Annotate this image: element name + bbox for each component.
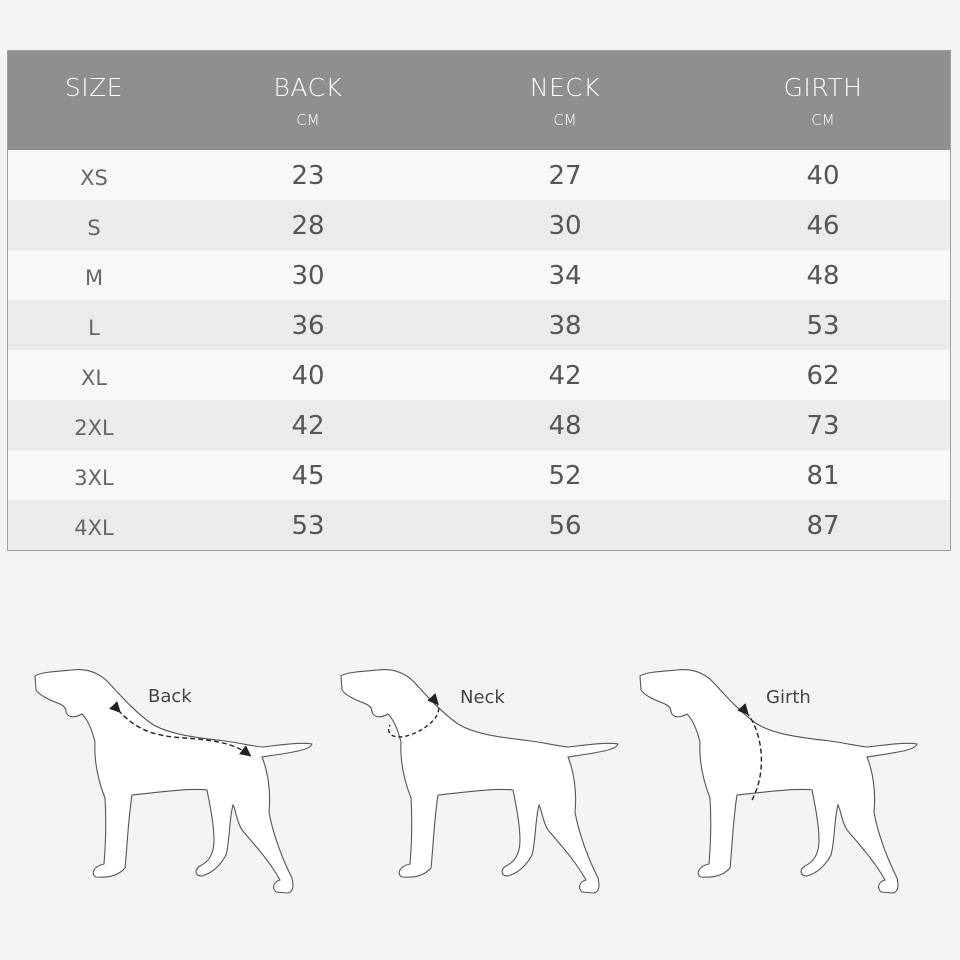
back-measure-arrow <box>109 701 252 757</box>
cell-neck: 27 <box>548 161 582 191</box>
header-size: SIZE <box>0 51 194 102</box>
cell-back: 30 <box>291 261 325 291</box>
cell-size: 4XL <box>74 516 114 540</box>
cell-back: 40 <box>291 361 325 391</box>
cell-neck: 48 <box>548 411 582 441</box>
header-title: BACK <box>273 73 343 102</box>
neck-label: Neck <box>460 687 505 708</box>
cell-back: 45 <box>291 461 325 491</box>
header-neck: NECK CM <box>465 51 665 129</box>
cell-back: 53 <box>291 511 325 541</box>
header-unit: CM <box>811 111 835 129</box>
cell-back: 42 <box>291 411 325 441</box>
cell-neck: 38 <box>548 311 582 341</box>
header-back: BACK CM <box>208 51 408 129</box>
size-chart-table: SIZE BACK CM NECK CM GIRTH CM XS 23 27 40 S 28 30… <box>7 50 951 551</box>
cell-back: 23 <box>291 161 325 191</box>
cell-girth: 62 <box>806 361 840 391</box>
dog-back-diagram <box>34 669 313 894</box>
cell-girth: 87 <box>806 511 840 541</box>
cell-girth: 46 <box>806 211 840 241</box>
back-label: Back <box>148 686 192 707</box>
table-row: 2XL 42 48 73 <box>8 400 950 450</box>
cell-size: M <box>84 266 104 290</box>
cell-neck: 30 <box>548 211 582 241</box>
header-unit: CM <box>296 111 320 129</box>
cell-neck: 52 <box>548 461 582 491</box>
cell-neck: 42 <box>548 361 582 391</box>
table-row: 4XL 53 56 87 <box>8 500 950 550</box>
table-header: SIZE BACK CM NECK CM GIRTH CM <box>8 51 950 150</box>
cell-girth: 53 <box>806 311 840 341</box>
table-row: XL 40 42 62 <box>8 350 950 400</box>
header-title: NECK <box>529 73 601 102</box>
header-title: GIRTH <box>783 73 863 102</box>
cell-size: S <box>87 216 101 240</box>
cell-girth: 40 <box>806 161 840 191</box>
header-unit: CM <box>553 111 577 129</box>
header-title: SIZE <box>64 73 124 102</box>
cell-back: 28 <box>291 211 325 241</box>
cell-back: 36 <box>291 311 325 341</box>
girth-measure-arrow <box>737 703 763 801</box>
table-row: S 28 30 46 <box>8 200 950 250</box>
header-girth: GIRTH CM <box>723 51 923 129</box>
cell-neck: 56 <box>548 511 582 541</box>
table-row: M 30 34 48 <box>8 250 950 300</box>
cell-size: 2XL <box>74 416 114 440</box>
table-row: 3XL 45 52 81 <box>8 450 950 500</box>
cell-neck: 34 <box>548 261 582 291</box>
table-body: XS 23 27 40 S 28 30 46 M 30 34 48 L 36 38 53 XL 40 42 62 2XL… <box>8 150 950 550</box>
table-row: XS 23 27 40 <box>8 150 950 200</box>
table-row: L 36 38 53 <box>8 300 950 350</box>
girth-label: Girth <box>766 687 811 708</box>
cell-girth: 48 <box>806 261 840 291</box>
cell-size: XS <box>80 166 108 190</box>
cell-size: L <box>88 316 100 340</box>
cell-girth: 81 <box>806 461 840 491</box>
cell-size: XL <box>80 366 108 390</box>
cell-girth: 73 <box>806 411 840 441</box>
neck-measure-arrow <box>388 693 440 738</box>
cell-size: 3XL <box>74 466 114 490</box>
